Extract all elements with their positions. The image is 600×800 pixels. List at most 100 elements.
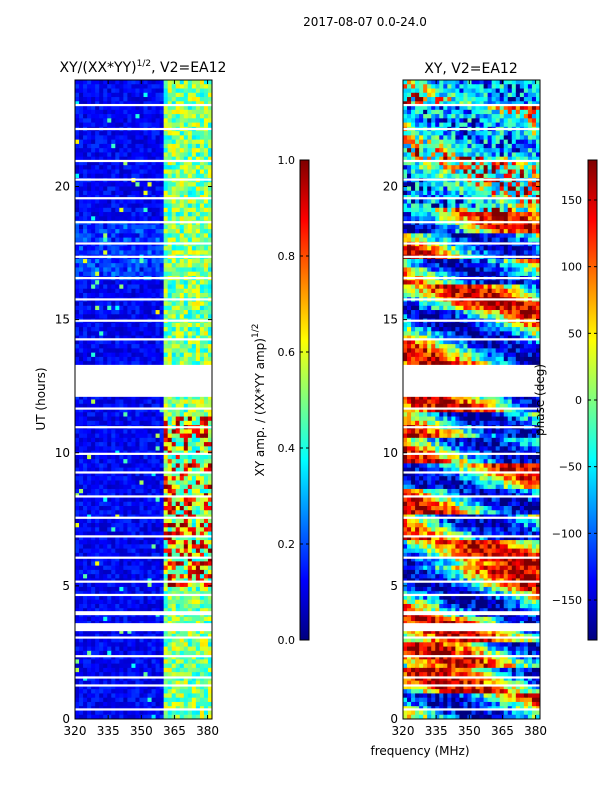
heatmap-cell <box>127 165 133 171</box>
heatmap-cell <box>167 395 173 401</box>
heatmap-cell <box>95 433 100 439</box>
heatmap-cell <box>187 207 193 213</box>
heatmap-cell <box>123 301 128 307</box>
heatmap-cell <box>203 288 209 294</box>
heatmap-cell <box>179 676 185 682</box>
heatmap-cell <box>119 616 124 622</box>
heatmap-cell <box>111 199 116 205</box>
heatmap-cell <box>119 484 124 490</box>
heatmap-cell <box>99 331 104 337</box>
heatmap-cell <box>99 523 104 528</box>
heatmap-cell <box>111 501 116 507</box>
heatmap-cell <box>143 305 149 311</box>
heatmap-cell <box>171 109 177 115</box>
heatmap-cell <box>159 693 165 699</box>
heatmap-cell <box>191 139 197 145</box>
heatmap-cell <box>75 582 80 588</box>
heatmap-cell <box>95 416 100 422</box>
heatmap-cell <box>91 284 96 290</box>
heatmap-cell <box>199 603 205 609</box>
heatmap-cell <box>155 280 161 286</box>
heatmap-cell <box>123 280 128 286</box>
heatmap-cell <box>187 484 193 490</box>
heatmap-cell <box>111 535 116 541</box>
heatmap-cell <box>171 216 177 222</box>
heatmap-cell <box>191 395 197 401</box>
heatmap-cell <box>183 527 189 533</box>
heatmap-cell <box>199 680 205 686</box>
heatmap-cell <box>143 629 149 635</box>
heatmap-cell <box>171 361 177 367</box>
heatmap-cell <box>87 352 92 358</box>
heatmap-cell <box>123 506 128 511</box>
heatmap-cell <box>127 237 133 243</box>
heatmap-cell <box>187 395 193 401</box>
heatmap-cell <box>103 488 108 494</box>
heatmap-cell <box>147 190 153 196</box>
heatmap-cell <box>107 591 112 597</box>
heatmap-cell <box>135 258 141 264</box>
heatmap-cell <box>203 535 209 541</box>
heatmap-cell <box>159 420 165 426</box>
heatmap-cell <box>183 531 189 537</box>
heatmap-cell <box>87 331 92 337</box>
heatmap-cell <box>171 335 177 341</box>
heatmap-cell <box>187 412 193 418</box>
heatmap-cell <box>199 152 205 158</box>
heatmap-cell <box>143 135 149 141</box>
heatmap-cell <box>203 680 209 686</box>
heatmap-cell <box>111 224 116 230</box>
heatmap-cell <box>191 684 197 690</box>
heatmap-cell <box>191 416 197 422</box>
heatmap-cell <box>151 207 157 213</box>
heatmap-cell <box>167 646 173 652</box>
heatmap-cell <box>103 608 108 614</box>
heatmap-cell <box>135 629 141 635</box>
heatmap-cell <box>103 676 108 682</box>
heatmap-cell <box>179 467 185 473</box>
heatmap-cell <box>187 650 193 656</box>
heatmap-cell <box>191 92 197 98</box>
heatmap-cell <box>163 301 169 307</box>
heatmap-cell <box>147 467 153 473</box>
heatmap-cell <box>139 258 145 264</box>
heatmap-cell <box>99 271 104 277</box>
heatmap-cell <box>179 540 185 545</box>
heatmap-cell <box>203 531 209 537</box>
heatmap-cell <box>115 224 120 230</box>
heatmap-cell <box>179 173 185 179</box>
heatmap-cell <box>107 109 112 115</box>
heatmap-cell <box>143 361 149 367</box>
heatmap-cell <box>187 331 193 337</box>
heatmap-cell <box>151 437 157 443</box>
heatmap-cell <box>199 454 205 460</box>
heatmap-cell <box>151 310 157 315</box>
heatmap-cell <box>103 203 108 209</box>
heatmap-cell <box>199 331 205 337</box>
heatmap-cell <box>107 305 112 311</box>
heatmap-cell <box>167 476 173 482</box>
heatmap-cell <box>175 267 181 273</box>
heatmap-cell <box>83 148 88 154</box>
heatmap-cell <box>87 310 92 315</box>
heatmap-cell <box>79 480 84 486</box>
heatmap-cell <box>139 591 145 597</box>
heatmap-cell <box>167 250 173 256</box>
heatmap-cell <box>103 437 108 443</box>
heatmap-cell <box>147 689 153 695</box>
heatmap-cell <box>91 139 96 145</box>
heatmap-cell <box>119 203 124 209</box>
heatmap-cell <box>143 467 149 473</box>
heatmap-cell <box>151 267 157 273</box>
heatmap-cell <box>107 467 112 473</box>
heatmap-cell <box>155 267 161 273</box>
heatmap-cell <box>175 599 181 605</box>
heatmap-cell <box>111 667 116 673</box>
heatmap-cell <box>87 229 92 234</box>
heatmap-cell <box>167 667 173 673</box>
heatmap-cell <box>195 224 201 230</box>
heatmap-cell <box>199 271 205 277</box>
heatmap-cell <box>175 659 181 665</box>
heatmap-cell <box>103 88 108 94</box>
heatmap-cell <box>183 484 189 490</box>
